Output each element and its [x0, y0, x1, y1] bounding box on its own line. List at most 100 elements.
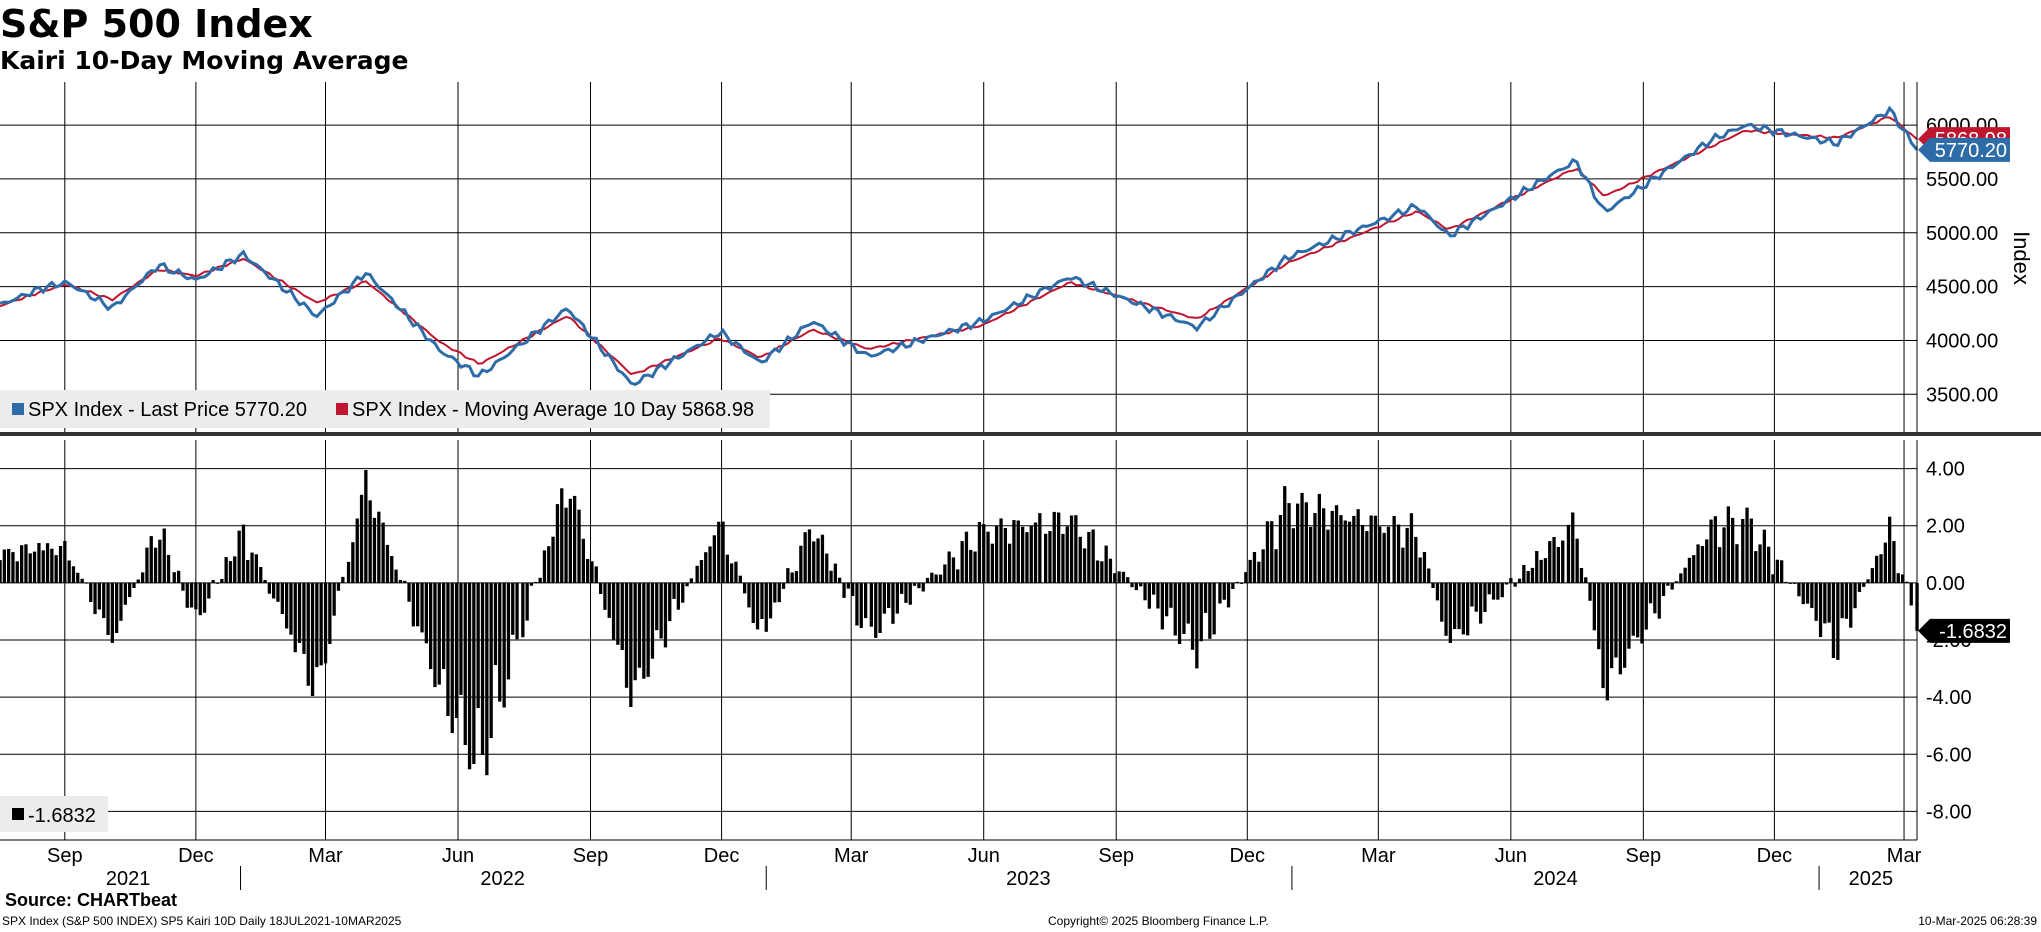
kairi-bar — [1517, 578, 1522, 583]
kairi-bar — [1173, 582, 1177, 636]
kairi-bar — [1339, 515, 1343, 583]
kairi-bar — [472, 582, 476, 764]
kairi-bar — [162, 528, 166, 583]
kairi-bar — [1588, 582, 1592, 601]
kairi-bar — [198, 582, 202, 616]
kairi-bar — [280, 582, 284, 614]
kairi-bar — [1100, 561, 1104, 583]
legends: SPX Index - Last Price 5770.20 SPX Index … — [0, 390, 770, 832]
kairi-bar — [925, 577, 930, 583]
kairi-bar — [1190, 582, 1195, 650]
kairi-bar — [1483, 582, 1487, 612]
kairi-bar — [1418, 557, 1422, 583]
kairi-bar — [951, 557, 956, 583]
x-month-label: Mar — [1361, 845, 1396, 867]
kairi-bar — [45, 543, 50, 583]
kairi-bar — [1788, 582, 1792, 584]
kairi-bar — [1618, 582, 1622, 675]
y-tick-label-top: 5000.00 — [1926, 223, 1998, 245]
kairi-bar — [1117, 571, 1121, 583]
kairi-bar — [1095, 560, 1100, 583]
y-tick-label-bottom: -4.00 — [1926, 687, 1972, 709]
kairi-bar — [525, 582, 529, 621]
kairi-bar — [743, 582, 747, 594]
kairi-bar — [1182, 582, 1186, 634]
kairi-bar — [351, 542, 355, 583]
kairi-bar — [459, 582, 463, 695]
kairi-bar — [110, 582, 114, 643]
kairi-bar — [930, 572, 934, 583]
kairi-bar — [1814, 582, 1818, 621]
kairi-bar — [887, 582, 891, 608]
kairi-bar — [725, 554, 729, 583]
kairi-bar — [211, 580, 215, 583]
kairi-bar — [764, 582, 768, 632]
price-panel — [0, 105, 1919, 387]
kairi-bar — [319, 582, 323, 666]
kairi-bar — [938, 574, 943, 583]
kairi-bar — [973, 551, 977, 583]
kairi-bar — [1352, 515, 1356, 583]
kairi-bar — [1239, 582, 1244, 584]
kairi-bar — [538, 577, 542, 583]
kairi-bar — [1767, 546, 1771, 583]
kairi-bar — [1409, 513, 1414, 583]
kairi-bar — [1287, 503, 1291, 583]
kairi-bar — [1657, 582, 1661, 619]
kairi-bar — [1754, 551, 1758, 583]
kairi-bar — [1792, 582, 1797, 584]
x-year-label: 2022 — [480, 868, 525, 890]
kairi-bar — [577, 509, 581, 583]
kairi-bar — [838, 577, 842, 583]
kairi-bar — [285, 582, 289, 629]
kairi-bar — [1597, 582, 1601, 650]
footer-copyright: Copyright© 2025 Bloomberg Finance L.P. — [1048, 914, 1269, 928]
kairi-bar — [1500, 582, 1504, 598]
kairi-bar — [1453, 582, 1457, 630]
kairi-bar — [1126, 577, 1130, 583]
kairi-bar — [336, 582, 341, 591]
kairi-bar — [1552, 537, 1556, 583]
kairi-bar — [1044, 533, 1048, 583]
kairi-bar — [1692, 555, 1696, 583]
kairi-bar — [136, 579, 140, 583]
kairi-bar — [859, 582, 863, 628]
y-tick-label-bottom: -6.00 — [1926, 744, 1972, 766]
kairi-bar — [372, 517, 377, 583]
legend-swatch-kairi — [12, 808, 24, 820]
kairi-bar — [912, 582, 917, 586]
kairi-bar — [1840, 582, 1844, 619]
footer-left: SPX Index (S&P 500 INDEX) SP5 Kairi 10D … — [2, 914, 402, 928]
kairi-bar — [254, 554, 258, 583]
kairi-bar — [1849, 582, 1853, 628]
kairi-bar — [15, 561, 19, 583]
kairi-bar — [123, 582, 127, 605]
kairi-bar — [695, 565, 699, 583]
kairi-bar — [454, 582, 459, 718]
x-month-label: Mar — [834, 845, 869, 867]
kairi-bar — [181, 582, 185, 591]
kairi-bar — [777, 582, 781, 603]
kairi-bar — [990, 543, 994, 583]
kairi-bar — [560, 488, 564, 583]
kairi-bar — [1283, 486, 1287, 583]
kairi-bar — [1496, 582, 1500, 600]
kairi-bar — [1735, 544, 1739, 583]
kairi-bar — [995, 525, 999, 583]
kairi-bar — [624, 582, 629, 688]
legend-label-price: SPX Index - Last Price 5770.20 — [28, 399, 307, 421]
kairi-bar — [1614, 582, 1618, 658]
kairi-bar — [603, 582, 607, 610]
kairi-bar — [1347, 521, 1352, 583]
kairi-bar — [1448, 582, 1452, 643]
kairi-bar — [1405, 527, 1409, 583]
kairi-bar — [1038, 513, 1042, 583]
kairi-bar — [1875, 555, 1879, 583]
kairi-bar — [93, 582, 97, 615]
kairi-bar — [1440, 582, 1444, 622]
kairi-bar — [119, 582, 123, 621]
kairi-bar — [768, 582, 773, 619]
kairi-bar — [1661, 582, 1666, 596]
kairi-bar — [1474, 582, 1478, 612]
kairi-bar — [1461, 582, 1465, 635]
